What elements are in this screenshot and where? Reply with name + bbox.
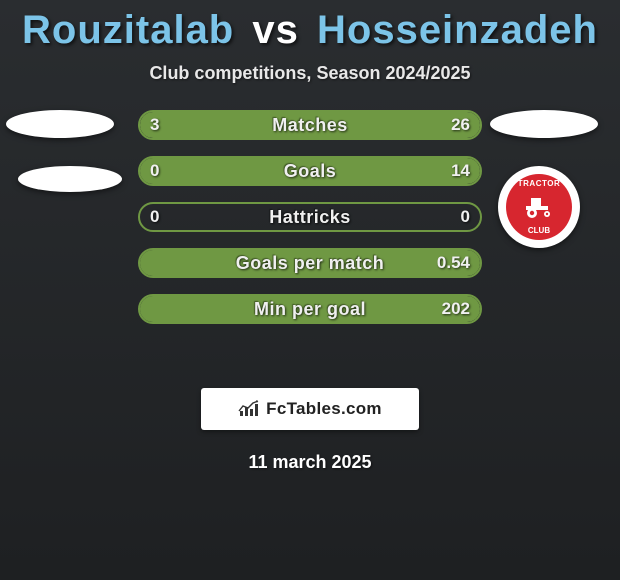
date-label: 11 march 2025 [0, 452, 620, 473]
subtitle: Club competitions, Season 2024/2025 [0, 63, 620, 84]
stat-rows-container: 3 26 Matches 0 14 Goals 0 0 Hattricks 0.54 Goals p… [138, 110, 482, 340]
stat-val-p2: 26 [451, 115, 470, 135]
stat-val-p1: 3 [150, 115, 159, 135]
badge-text-top: TRACTOR [518, 179, 560, 188]
stats-arena: 3 26 Matches 0 14 Goals 0 0 Hattricks 0.54 Goals p… [0, 110, 620, 370]
stat-row: 202 Min per goal [138, 294, 482, 324]
stat-val-p2: 14 [451, 161, 470, 181]
stat-row: 0 14 Goals [138, 156, 482, 186]
player1-name: Rouzitalab [22, 8, 234, 52]
brand-box: FcTables.com [201, 388, 419, 430]
tractor-icon [524, 196, 554, 218]
stat-val-p2: 0 [461, 207, 470, 227]
chart-icon [238, 400, 260, 418]
comparison-title: Rouzitalab vs Hosseinzadeh [0, 0, 620, 53]
brand-text: FcTables.com [266, 399, 382, 419]
badge-text-bottom: CLUB [528, 226, 550, 235]
vs-separator: vs [252, 8, 299, 52]
player2-name: Hosseinzadeh [317, 8, 598, 52]
stat-row: 3 26 Matches [138, 110, 482, 140]
stat-label: Goals per match [236, 253, 385, 274]
stat-val-p1: 0 [150, 207, 159, 227]
stat-val-p1: 0 [150, 161, 159, 181]
decor-ellipse [490, 110, 598, 138]
stat-label: Min per goal [254, 299, 366, 320]
stat-label: Matches [272, 115, 348, 136]
stat-val-p2: 0.54 [437, 253, 470, 273]
stat-row: 0.54 Goals per match [138, 248, 482, 278]
club-badge: TRACTOR CLUB [498, 166, 580, 248]
stat-row: 0 0 Hattricks [138, 202, 482, 232]
decor-ellipse [18, 166, 122, 192]
decor-ellipse [6, 110, 114, 138]
stat-label: Goals [284, 161, 337, 182]
stat-label: Hattricks [269, 207, 351, 228]
stat-val-p2: 202 [442, 299, 470, 319]
